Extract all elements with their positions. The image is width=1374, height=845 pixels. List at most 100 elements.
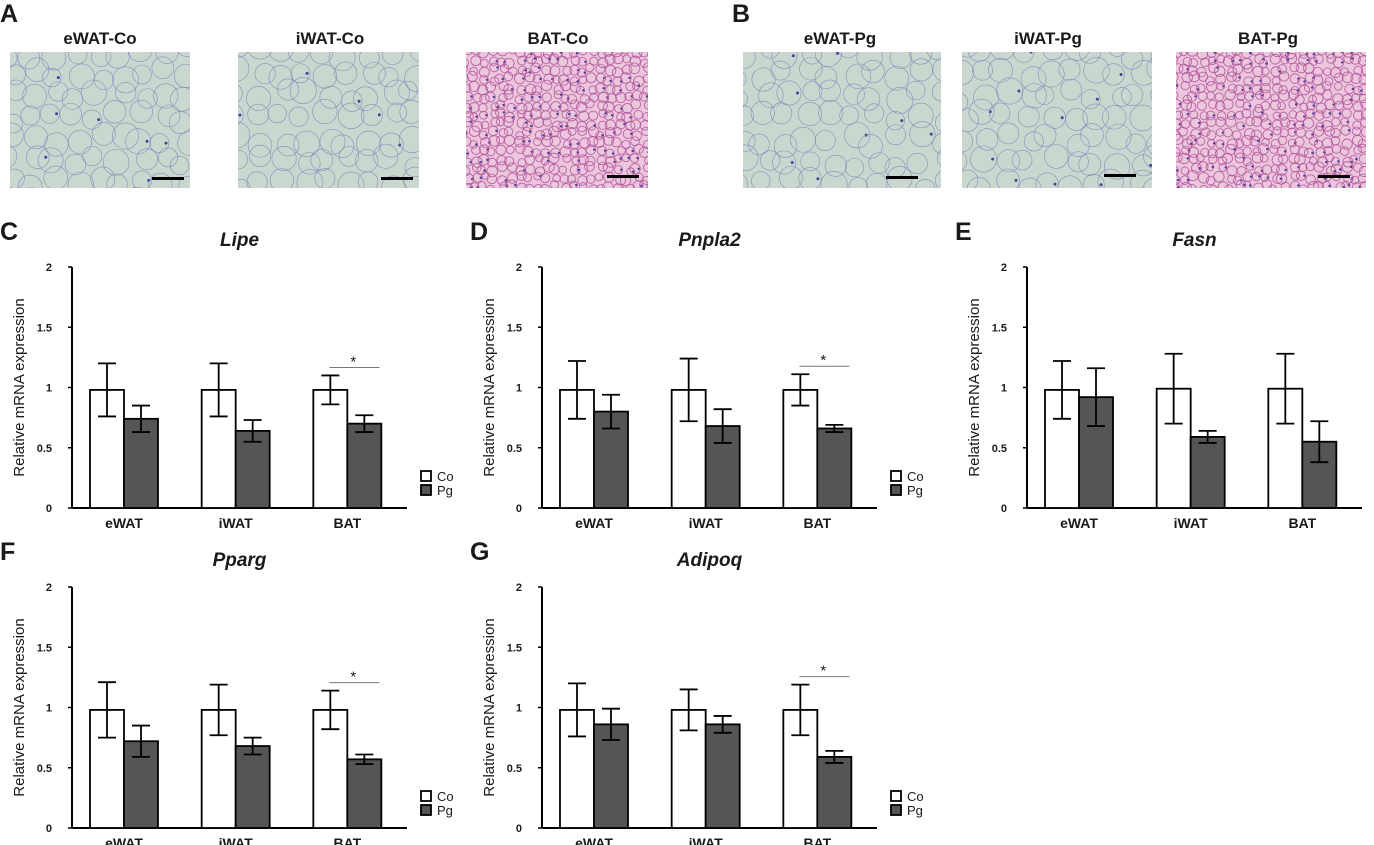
chart-svg: Fasn Relative mRNA expression 0 0.5 1 1.5 2 eWA… bbox=[966, 230, 1362, 531]
significance-asterisk: * bbox=[820, 352, 826, 369]
legend-label-co: Co bbox=[437, 469, 454, 484]
x-tick-label: eWAT bbox=[575, 835, 613, 845]
micrograph-image bbox=[962, 52, 1152, 188]
panel-label-g: G bbox=[470, 538, 490, 566]
error-bar bbox=[825, 423, 844, 433]
error-bar bbox=[713, 715, 732, 734]
bar-chart-pparg: Pparg Relative mRNA expression 0 0.5 1 1.5 2 eW… bbox=[0, 542, 470, 845]
panel-label-d: D bbox=[470, 218, 489, 246]
y-tick-label: 1.5 bbox=[37, 642, 52, 654]
legend-swatch-co bbox=[420, 470, 432, 482]
x-tick-label: BAT bbox=[803, 835, 831, 845]
legend-swatch-pg bbox=[890, 484, 902, 496]
bar-pg bbox=[234, 745, 271, 829]
error-bar bbox=[209, 362, 228, 418]
y-tick-label: 1.5 bbox=[37, 322, 52, 334]
panel-label-b: B bbox=[732, 0, 751, 28]
y-tick-label: 2 bbox=[516, 582, 522, 594]
bar-co bbox=[312, 389, 349, 509]
y-axis-label: Relative mRNA expression bbox=[11, 298, 28, 476]
y-tick-label: 1 bbox=[46, 383, 52, 395]
bar-chart-adipoq: Adipoq Relative mRNA expression 0 0.5 1 1.5 2 e… bbox=[470, 542, 940, 845]
panel-label-c: C bbox=[0, 218, 19, 246]
y-tick-label: 2 bbox=[46, 262, 52, 274]
error-bar bbox=[98, 362, 116, 418]
legend-label-co: Co bbox=[907, 469, 924, 484]
bar-pg bbox=[593, 723, 629, 829]
error-bar bbox=[1087, 367, 1105, 427]
chart-title: Pnpla2 bbox=[678, 230, 741, 251]
error-bar bbox=[825, 749, 844, 764]
scale-bar bbox=[381, 177, 413, 180]
error-bar bbox=[713, 408, 732, 444]
error-bar bbox=[243, 736, 262, 756]
significance-asterisk: * bbox=[350, 353, 356, 370]
bar-pg bbox=[346, 758, 383, 829]
error-bar bbox=[132, 404, 150, 433]
y-tick-label: 1 bbox=[1001, 383, 1007, 395]
micrograph-image bbox=[238, 52, 419, 188]
chart-title: Adipoq bbox=[676, 550, 743, 571]
chart-svg: Lipe Relative mRNA expression 0 0.5 1 1.5 2 eWA… bbox=[11, 230, 454, 531]
x-tick-label: iWAT bbox=[219, 515, 253, 531]
chart-svg: Pnpla2 Relative mRNA expression 0 0.5 1 1.5 2 e… bbox=[481, 230, 924, 531]
bar-pg bbox=[704, 723, 741, 829]
legend-swatch-pg bbox=[420, 804, 432, 816]
micrograph-title: BAT-Co bbox=[527, 29, 589, 48]
error-bar bbox=[679, 688, 698, 732]
x-tick-label: eWAT bbox=[1060, 515, 1098, 531]
panel-label-e: E bbox=[955, 218, 972, 246]
scale-bar bbox=[1318, 175, 1350, 178]
y-tick-label: 0 bbox=[1001, 503, 1007, 515]
y-tick-label: 0.5 bbox=[507, 443, 522, 455]
bar-pg bbox=[816, 427, 853, 509]
error-bar bbox=[602, 393, 620, 430]
y-tick-label: 0.5 bbox=[37, 443, 52, 455]
bar-pg bbox=[234, 429, 271, 509]
micrograph-image bbox=[1176, 52, 1366, 188]
error-bar bbox=[321, 689, 340, 731]
y-tick-label: 1 bbox=[516, 383, 522, 395]
micrograph-title: iWAT-Co bbox=[295, 29, 365, 48]
error-bar bbox=[243, 419, 262, 443]
y-axis-label: Relative mRNA expression bbox=[481, 298, 498, 476]
y-tick-label: 0 bbox=[516, 503, 522, 515]
micrograph-title: iWAT-Pg bbox=[1014, 29, 1082, 48]
error-bar bbox=[98, 681, 116, 739]
x-tick-label: iWAT bbox=[219, 835, 253, 845]
y-tick-label: 0.5 bbox=[507, 763, 522, 775]
error-bar bbox=[679, 357, 698, 423]
bar-co bbox=[89, 389, 125, 509]
y-tick-label: 1.5 bbox=[507, 642, 522, 654]
legend-swatch-co bbox=[890, 790, 902, 802]
error-bar bbox=[1053, 360, 1071, 420]
legend-swatch-co bbox=[890, 470, 902, 482]
error-bar bbox=[1198, 429, 1217, 444]
bar-chart-lipe: Lipe Relative mRNA expression 0 0.5 1 1.5 2 eWA… bbox=[0, 222, 470, 531]
x-tick-label: BAT bbox=[1288, 515, 1316, 531]
x-tick-label: eWAT bbox=[575, 515, 613, 531]
bar-chart-fasn: Fasn Relative mRNA expression 0 0.5 1 1.5 2 eWA… bbox=[955, 222, 1374, 531]
x-tick-label: iWAT bbox=[1174, 515, 1208, 531]
error-bar bbox=[321, 374, 340, 406]
bar-co bbox=[782, 389, 819, 509]
y-axis-label: Relative mRNA expression bbox=[481, 618, 498, 796]
micrograph-title: eWAT-Co bbox=[63, 29, 137, 48]
micrograph-image bbox=[466, 52, 648, 188]
x-tick-label: BAT bbox=[803, 515, 831, 531]
micrograph-image bbox=[10, 52, 190, 188]
bar-pg bbox=[1189, 436, 1226, 509]
panel-label-f: F bbox=[0, 538, 16, 566]
panel-label-a: A bbox=[0, 0, 19, 28]
legend-swatch-pg bbox=[420, 484, 432, 496]
error-bar bbox=[132, 724, 150, 758]
y-tick-label: 0 bbox=[516, 823, 522, 835]
x-tick-label: iWAT bbox=[689, 835, 723, 845]
legend-label-pg: Pg bbox=[437, 803, 453, 818]
bar-chart-pnpla2: Pnpla2 Relative mRNA expression 0 0.5 1 1.5 2 e… bbox=[470, 222, 940, 531]
y-tick-label: 1 bbox=[516, 703, 522, 715]
chart-title: Fasn bbox=[1172, 230, 1216, 251]
error-bar bbox=[209, 683, 228, 737]
x-tick-label: eWAT bbox=[105, 835, 143, 845]
legend-label-co: Co bbox=[437, 789, 454, 804]
